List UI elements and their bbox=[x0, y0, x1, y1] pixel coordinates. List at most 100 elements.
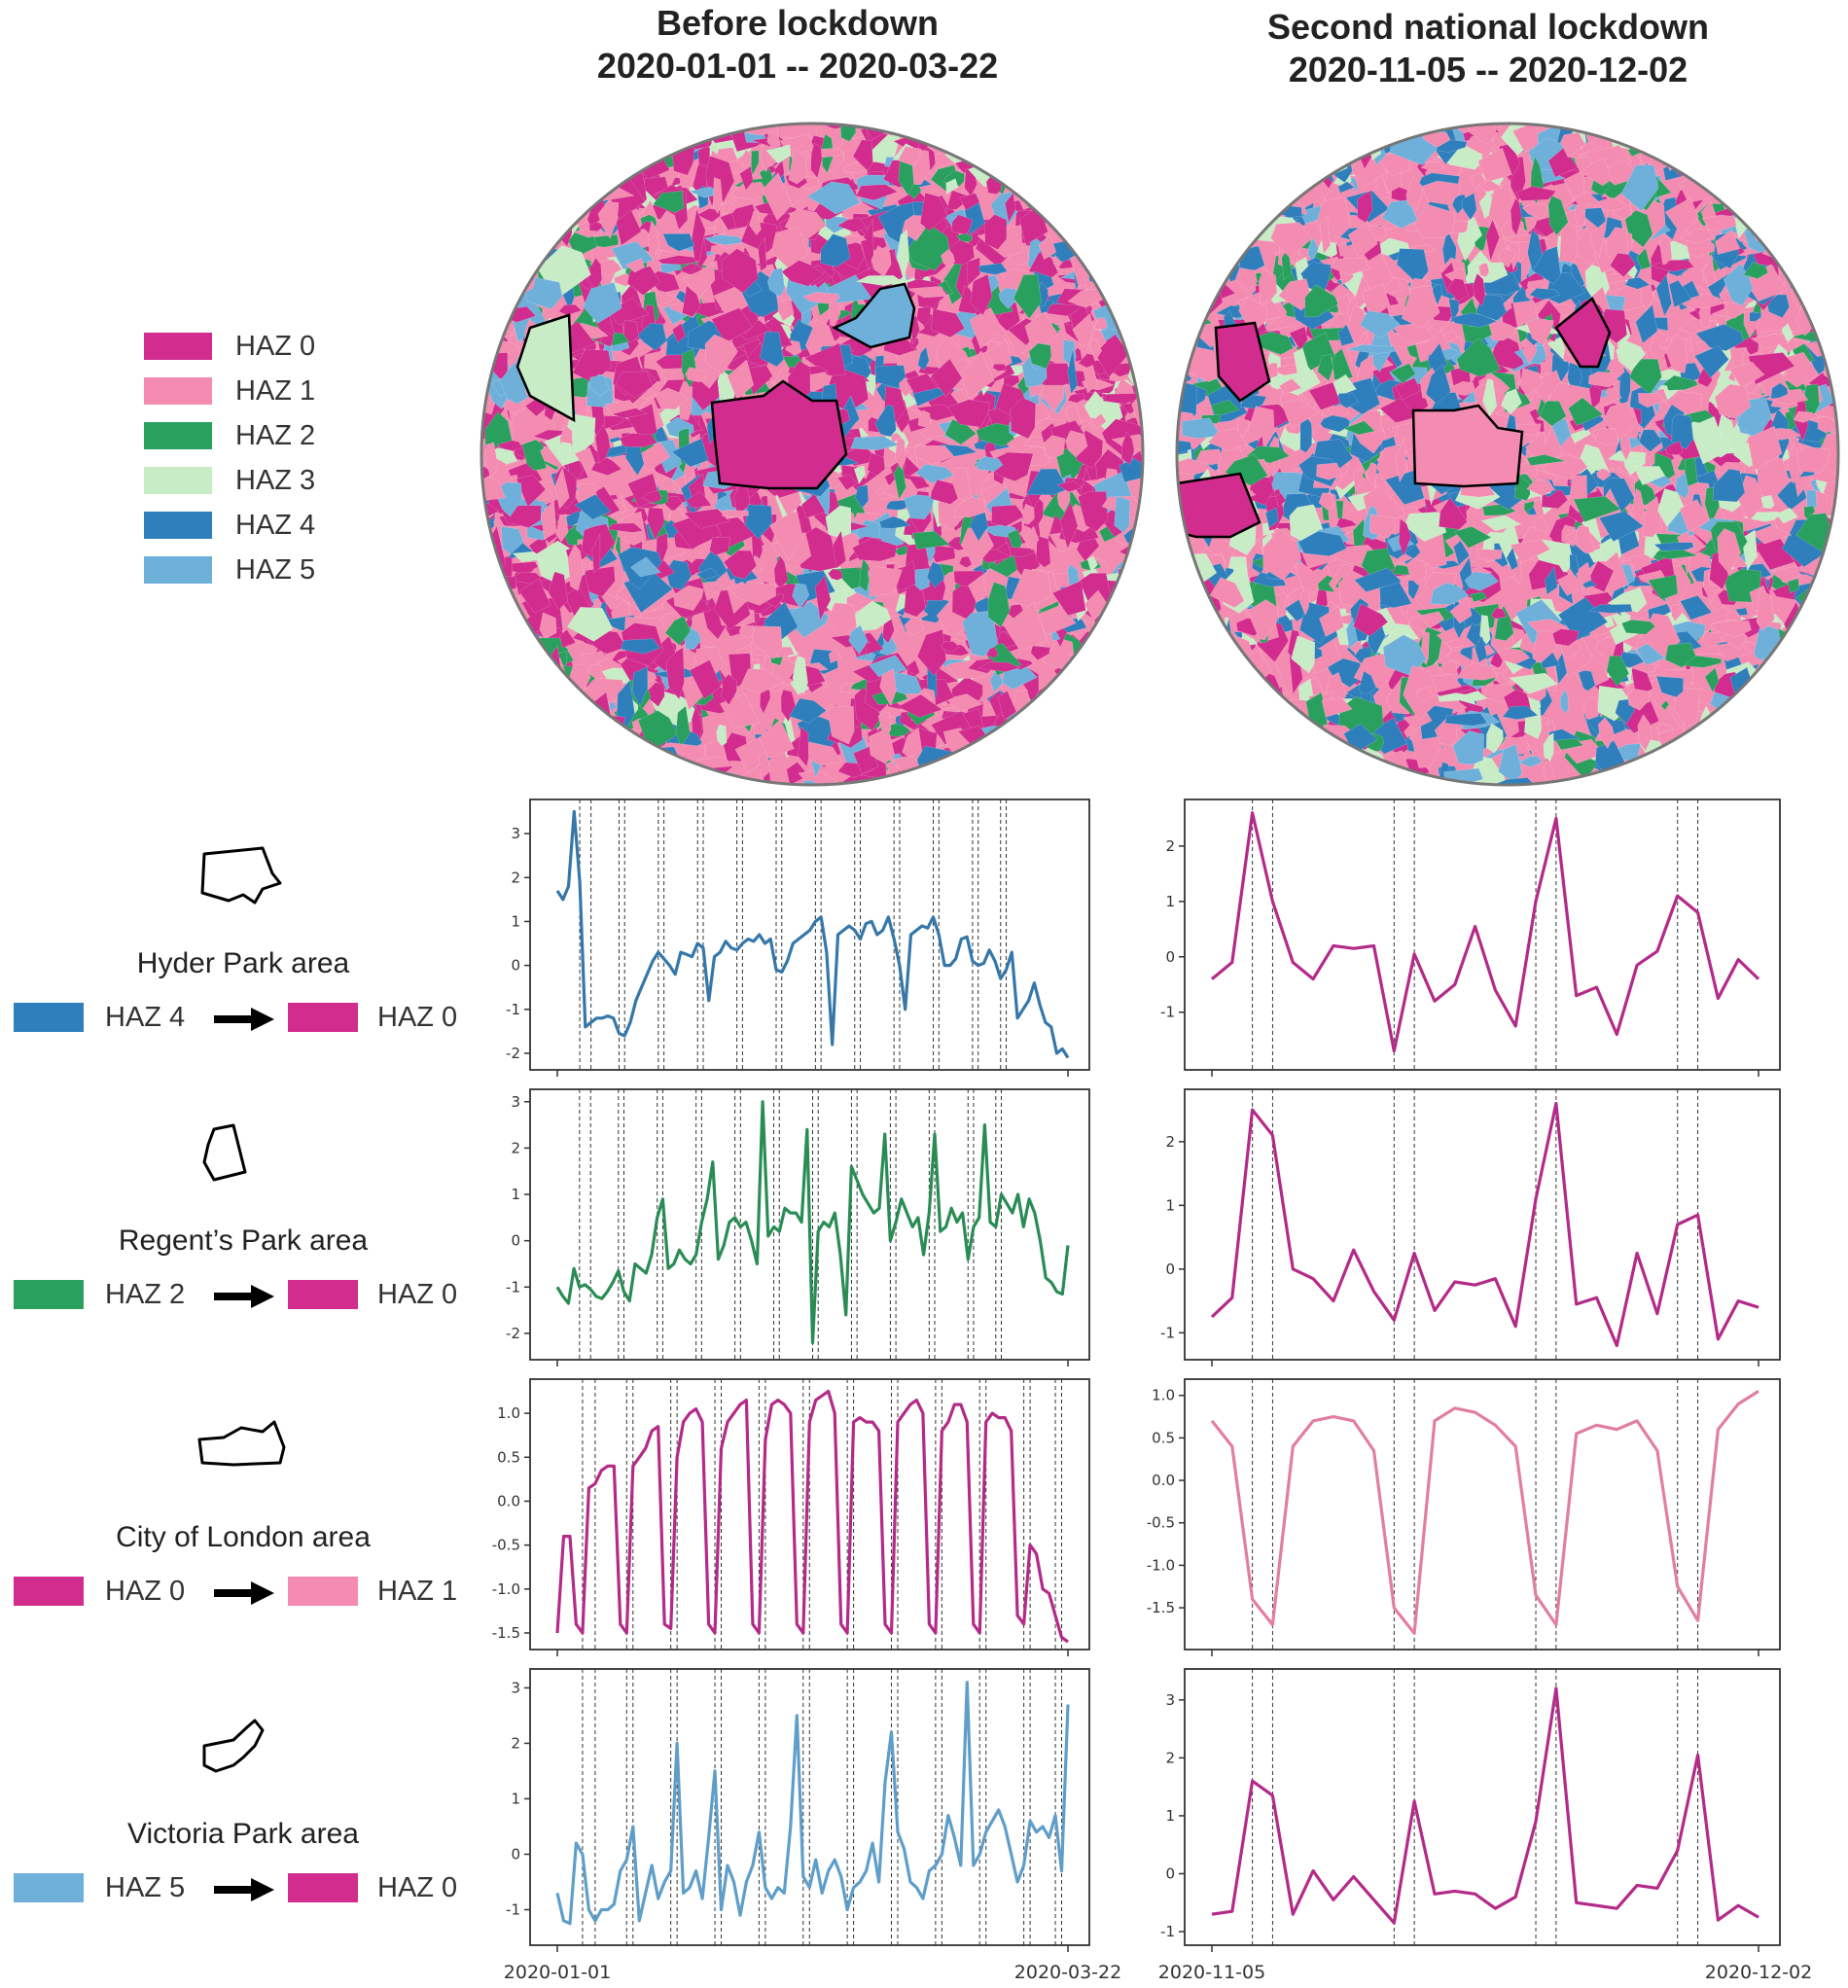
area-name: City of London area bbox=[116, 1521, 371, 1553]
y-tick-label: 1 bbox=[511, 1790, 520, 1807]
y-tick-label: -2 bbox=[506, 1325, 520, 1342]
area-name: Regent’s Park area bbox=[118, 1225, 369, 1257]
area-block: Hyder Park area HAZ 4 HAZ 0 bbox=[10, 827, 477, 1080]
to-haz-label: HAZ 0 bbox=[377, 1279, 458, 1310]
y-tick-label: -1 bbox=[506, 1001, 520, 1018]
y-tick-label: -0.5 bbox=[1147, 1514, 1175, 1532]
from-haz-label: HAZ 5 bbox=[105, 1872, 186, 1903]
line-chart-left-0: -2 -1 0 1 2 3 bbox=[506, 799, 1090, 1077]
y-tick-label: 0 bbox=[1165, 1260, 1175, 1278]
series-line bbox=[555, 1389, 1069, 1644]
legend-label: HAZ 3 bbox=[235, 465, 316, 496]
plot-frame bbox=[1184, 1088, 1781, 1361]
arrow-right-icon bbox=[214, 1285, 274, 1308]
y-tick-label: 0.0 bbox=[497, 1492, 520, 1509]
y-tick-label: 0 bbox=[511, 1845, 520, 1863]
area-outline-icon bbox=[200, 846, 282, 905]
legend-swatch bbox=[144, 333, 212, 360]
line-chart-right-0: -1 0 1 2 bbox=[1160, 799, 1781, 1077]
arrow-right-icon bbox=[214, 1878, 274, 1901]
to-haz-label: HAZ 1 bbox=[377, 1576, 458, 1607]
to-haz-swatch bbox=[288, 1577, 358, 1606]
line-chart-left-1: -2 -1 0 1 2 3 bbox=[506, 1088, 1090, 1367]
from-haz-swatch bbox=[14, 1280, 84, 1309]
series-line bbox=[1210, 1101, 1759, 1348]
column-title-left: Before lockdown 2020-01-01 -- 2020-03-22 bbox=[545, 2, 1050, 88]
y-tick-label: -1.5 bbox=[492, 1624, 520, 1642]
area-block: Regent’s Park area HAZ 2 HAZ 0 bbox=[10, 1104, 477, 1357]
y-tick-label: 0.5 bbox=[497, 1448, 520, 1466]
haz-transition: HAZ 5 HAZ 0 bbox=[10, 1868, 477, 1907]
y-tick-label: 0 bbox=[1165, 948, 1175, 966]
x-tick-label-end: 2020-03-22 bbox=[1014, 1962, 1121, 1983]
from-haz-label: HAZ 2 bbox=[105, 1279, 186, 1310]
x-tick-label-start: 2020-01-01 bbox=[504, 1962, 611, 1983]
area-outline-icon bbox=[202, 1719, 265, 1773]
y-tick-label: 1 bbox=[511, 1186, 520, 1203]
line-chart-left-3: -1 0 1 2 3 2020-01-01 2020-03-22 bbox=[504, 1668, 1121, 1983]
y-tick-label: -1 bbox=[1160, 1004, 1175, 1021]
series-line bbox=[1210, 811, 1760, 1053]
column-title-left-line2: 2020-01-01 -- 2020-03-22 bbox=[596, 46, 999, 86]
legend-item: HAZ 3 bbox=[144, 461, 397, 506]
x-tick-label-start: 2020-11-05 bbox=[1158, 1962, 1265, 1983]
map-before-lockdown bbox=[480, 122, 1145, 787]
area-block: Victoria Park area HAZ 5 HAZ 0 bbox=[10, 1697, 477, 1950]
to-haz-label: HAZ 0 bbox=[377, 1872, 458, 1903]
from-haz-swatch bbox=[14, 1003, 84, 1032]
to-haz-swatch bbox=[288, 1873, 358, 1902]
y-tick-label: 1.0 bbox=[1152, 1387, 1175, 1404]
y-tick-label: 2 bbox=[1165, 1749, 1175, 1766]
y-tick-label: 2 bbox=[511, 869, 520, 886]
y-tick-label: -2 bbox=[506, 1045, 520, 1062]
to-haz-swatch bbox=[288, 1280, 358, 1309]
y-tick-label: -1 bbox=[1160, 1923, 1175, 1940]
from-haz-label: HAZ 4 bbox=[105, 1002, 186, 1033]
y-tick-label: 2 bbox=[1165, 837, 1175, 855]
from-haz-swatch bbox=[14, 1873, 84, 1902]
legend-item: HAZ 4 bbox=[144, 506, 397, 550]
map-second-lockdown bbox=[1175, 122, 1840, 787]
legend-item: HAZ 0 bbox=[144, 327, 397, 372]
from-haz-label: HAZ 0 bbox=[105, 1576, 186, 1607]
haz-transition: HAZ 4 HAZ 0 bbox=[10, 998, 477, 1037]
y-tick-label: -1.5 bbox=[1147, 1599, 1175, 1616]
line-chart-left-2: -1.5 -1.0 -0.5 0.0 0.5 1.0 bbox=[492, 1378, 1090, 1656]
area-block: City of London area HAZ 0 HAZ 1 bbox=[10, 1401, 477, 1653]
series-line bbox=[555, 1681, 1070, 1926]
to-haz-swatch bbox=[288, 1003, 358, 1032]
y-tick-label: 1.0 bbox=[497, 1404, 520, 1422]
area-name: Hyder Park area bbox=[136, 947, 350, 979]
y-tick-label: 1 bbox=[511, 912, 520, 930]
column-title-right: Second national lockdown 2020-11-05 -- 2… bbox=[1196, 6, 1780, 91]
arrow-right-icon bbox=[214, 1008, 274, 1031]
y-tick-label: 3 bbox=[511, 1679, 520, 1696]
x-tick-label-end: 2020-12-02 bbox=[1705, 1962, 1812, 1983]
legend-label: HAZ 1 bbox=[235, 375, 316, 407]
legend-swatch bbox=[144, 512, 212, 539]
y-tick-label: 2 bbox=[1165, 1133, 1175, 1151]
y-tick-label: 3 bbox=[511, 1093, 520, 1111]
legend-label: HAZ 4 bbox=[235, 510, 316, 541]
arrow-right-icon bbox=[214, 1581, 274, 1605]
line-chart-right-2: -1.5 -1.0 -0.5 0.0 0.5 1.0 bbox=[1147, 1378, 1781, 1656]
y-tick-label: 3 bbox=[1165, 1691, 1175, 1709]
y-tick-label: 0.5 bbox=[1152, 1429, 1175, 1446]
plot-frame bbox=[529, 799, 1090, 1071]
y-tick-label: -1 bbox=[1160, 1324, 1175, 1341]
legend-label: HAZ 0 bbox=[235, 331, 316, 362]
y-tick-label: 1 bbox=[1165, 893, 1175, 910]
y-tick-label: 1 bbox=[1165, 1196, 1175, 1214]
column-title-right-line2: 2020-11-05 -- 2020-12-02 bbox=[1288, 50, 1688, 89]
legend-item: HAZ 5 bbox=[144, 550, 397, 595]
y-tick-label: -1.0 bbox=[492, 1580, 520, 1598]
y-tick-label: -1 bbox=[506, 1900, 520, 1918]
legend-swatch bbox=[144, 467, 212, 494]
haz-transition: HAZ 0 HAZ 1 bbox=[10, 1572, 477, 1611]
y-tick-label: 0 bbox=[511, 957, 520, 975]
plot-frame bbox=[1184, 799, 1781, 1071]
from-haz-swatch bbox=[14, 1577, 84, 1606]
line-chart-right-1: -1 0 1 2 bbox=[1160, 1088, 1781, 1367]
column-title-right-line1: Second national lockdown bbox=[1266, 7, 1710, 47]
